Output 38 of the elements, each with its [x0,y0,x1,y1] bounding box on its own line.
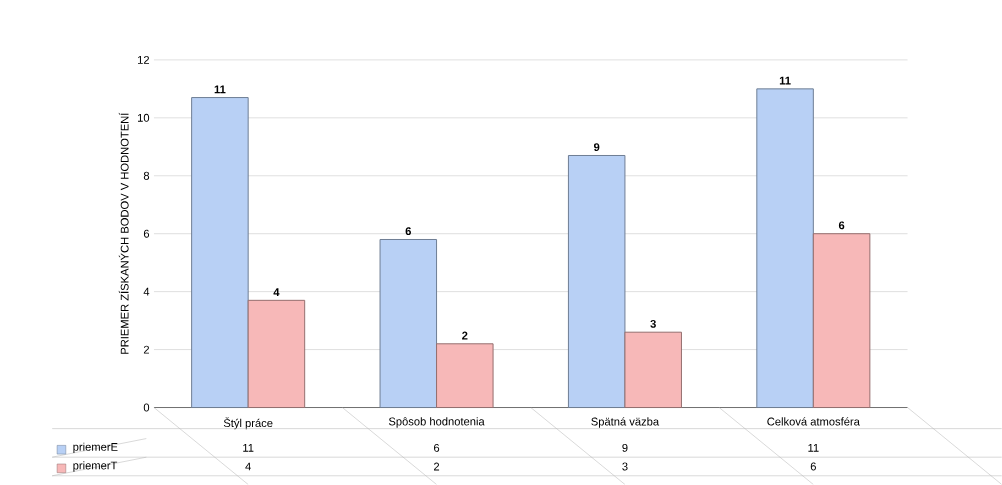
data-label: 3 [622,462,628,471]
data-label: 6 [810,462,816,471]
data-label: 11 [808,444,819,452]
x-tick-label: Spôsob hodnotenia [388,417,485,428]
y-tick-label: 6 [143,229,150,238]
y-tick-label: 0 [143,403,150,412]
text: 3 [650,320,656,328]
bar [247,299,306,409]
bar [812,233,871,409]
y-tick-label: 8 [143,171,150,180]
legend-label: priemerT [73,461,118,472]
data-label: 2 [434,462,440,471]
bar [624,331,682,409]
bar [379,239,438,409]
text: 9 [593,143,600,152]
x-tick-label: Štýl práce [223,417,273,430]
legend-label: priemerE [73,442,118,454]
data-label: 11 [243,444,254,452]
y-axis-title: PRIEMER ZÍSKANÝCH BODOV V HODNOTENÍ [118,112,129,354]
bar [756,88,814,409]
x-tick-label: Spätná väzba [591,417,660,428]
text: 2 [462,331,468,340]
data-label: 9 [622,444,628,452]
text: 6 [838,221,845,230]
bar [436,343,494,409]
data-label: 4 [245,462,251,471]
data-label: 6 [434,444,440,452]
y-tick-label: 12 [138,56,149,64]
y-tick-label: 2 [143,345,150,354]
text: 4 [273,288,280,297]
bar [191,97,249,409]
y-tick-label: 10 [138,114,150,122]
text: 11 [779,76,791,85]
y-tick-label: 4 [143,287,150,296]
text: 6 [405,227,411,236]
bar [567,155,626,409]
text: 11 [214,85,226,94]
x-tick-label: Celková atmosféra [767,417,860,426]
